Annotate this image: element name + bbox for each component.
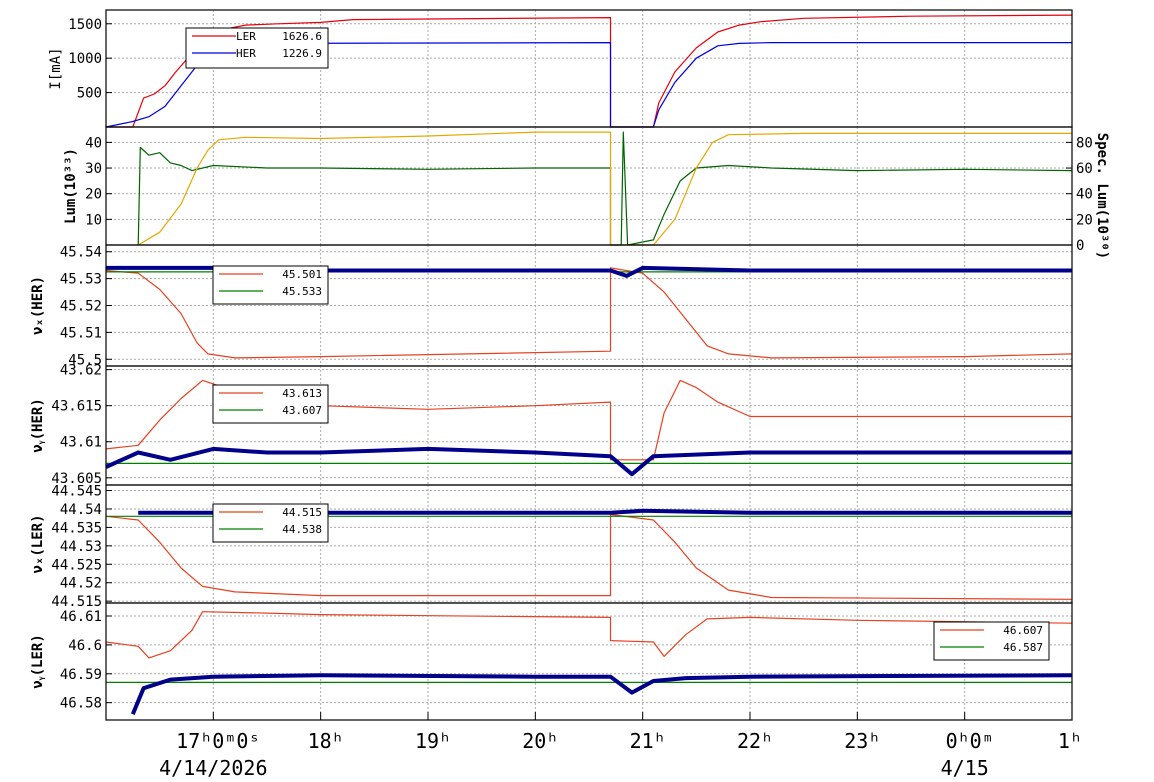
series-her-line bbox=[105, 41, 1072, 128]
y-right-tick-label: 60 bbox=[1076, 161, 1093, 177]
legend bbox=[212, 503, 329, 543]
series-meas-line bbox=[130, 673, 1073, 715]
y-tick-label: 44.535 bbox=[51, 520, 102, 536]
y-right-axis-label: Spec. Lum(10³⁰) bbox=[1094, 133, 1110, 259]
panel-lum bbox=[105, 126, 1073, 246]
legend-value: 1626.6 bbox=[282, 30, 322, 43]
series-lum-line bbox=[137, 131, 1073, 246]
legend-name: LER bbox=[236, 30, 256, 43]
y-tick-label: 44.54 bbox=[60, 502, 102, 518]
panel-frame bbox=[105, 602, 1073, 721]
panel-nux_her bbox=[105, 244, 1073, 367]
y-axis-label: I[mA] bbox=[48, 47, 64, 89]
x-date-label: 4/14/2026 bbox=[159, 756, 267, 780]
y-axis-label: νₓ(LER) bbox=[30, 514, 46, 573]
legend bbox=[933, 621, 1050, 661]
x-tick-label: 20ʰ bbox=[522, 729, 558, 753]
y-tick-label: 500 bbox=[77, 86, 102, 102]
y-tick-label: 46.58 bbox=[60, 696, 102, 712]
y-tick-label: 45.51 bbox=[60, 325, 102, 341]
x-tick-label: 18ʰ bbox=[308, 729, 344, 753]
series-meas-line bbox=[105, 446, 1072, 477]
y-tick-label: 45.52 bbox=[60, 299, 102, 315]
panel-nux_ler bbox=[105, 484, 1073, 604]
panel-frame bbox=[105, 126, 1073, 246]
x-tick-label: 1ʰ bbox=[1058, 729, 1082, 753]
y-axis-label: νᵧ(LER) bbox=[30, 634, 46, 689]
series-set-line bbox=[105, 379, 1072, 461]
x-tick-label: 0ʰ0ᵐ bbox=[946, 729, 994, 753]
legend-value: 1226.9 bbox=[282, 47, 322, 60]
y-tick-label: 43.615 bbox=[51, 399, 102, 415]
series-set-line bbox=[105, 513, 1073, 600]
y-tick-label: 44.525 bbox=[51, 557, 102, 573]
x-tick-label: 23ʰ bbox=[844, 729, 880, 753]
y-tick-label: 30 bbox=[85, 161, 102, 177]
y-tick-label: 43.62 bbox=[60, 363, 102, 379]
y-tick-label: 45.53 bbox=[60, 272, 102, 288]
legend bbox=[185, 27, 329, 69]
legend-box bbox=[933, 621, 1050, 661]
y-tick-label: 46.6 bbox=[68, 638, 102, 654]
y-tick-label: 46.59 bbox=[60, 667, 102, 683]
legend-box bbox=[212, 503, 329, 543]
y-axis-label: νₓ(HER) bbox=[30, 276, 46, 335]
y-tick-label: 43.61 bbox=[60, 435, 102, 451]
x-tick-label: 19ʰ bbox=[415, 729, 451, 753]
y-tick-label: 20 bbox=[85, 187, 102, 203]
y-tick-label: 44.52 bbox=[60, 576, 102, 592]
y-tick-label: 1000 bbox=[68, 51, 102, 67]
legend-value: 44.515 bbox=[282, 506, 322, 519]
y-tick-label: 44.515 bbox=[51, 594, 102, 610]
legend bbox=[212, 265, 329, 305]
panel-nuy_her bbox=[105, 365, 1073, 486]
y-tick-label: 45.54 bbox=[60, 245, 102, 261]
panel-current bbox=[105, 9, 1073, 128]
legend-box bbox=[185, 27, 329, 69]
y-tick-label: 43.605 bbox=[51, 471, 102, 487]
legend-value: 45.501 bbox=[282, 268, 322, 281]
y-right-tick-label: 80 bbox=[1076, 135, 1093, 151]
y-right-tick-label: 20 bbox=[1076, 212, 1093, 228]
legend-value: 43.613 bbox=[282, 387, 322, 400]
y-tick-label: 10 bbox=[85, 212, 102, 228]
y-axis-label: Lum(10³³) bbox=[63, 148, 79, 224]
y-right-tick-label: 40 bbox=[1076, 187, 1093, 203]
y-right-tick-label: 0 bbox=[1076, 238, 1084, 254]
series-set-line bbox=[105, 611, 1073, 659]
x-date-label: 4/15 bbox=[941, 756, 989, 780]
panel-frame bbox=[105, 484, 1073, 604]
y-tick-label: 40 bbox=[85, 135, 102, 151]
y-tick-label: 44.53 bbox=[60, 539, 102, 555]
y-tick-label: 1500 bbox=[68, 17, 102, 33]
panel-nuy_ler bbox=[105, 602, 1073, 721]
series-set-line bbox=[105, 267, 1073, 359]
series-ler-line bbox=[106, 14, 1073, 128]
y-axis-label: νᵧ(HER) bbox=[30, 398, 46, 453]
legend-value: 43.607 bbox=[282, 404, 322, 417]
y-tick-label: 44.545 bbox=[51, 484, 102, 500]
y-tick-label: 46.61 bbox=[60, 609, 102, 625]
legend-box bbox=[212, 265, 329, 305]
legend-box bbox=[212, 384, 329, 424]
x-tick-label: 22ʰ bbox=[737, 729, 773, 753]
legend-value: 46.587 bbox=[1003, 641, 1043, 654]
series-spec-lum-line bbox=[137, 131, 1072, 246]
legend-value: 44.538 bbox=[282, 523, 322, 536]
legend-name: HER bbox=[236, 47, 256, 60]
x-tick-label: 17ʰ0ᵐ0ˢ bbox=[176, 729, 260, 753]
panel-frame bbox=[105, 365, 1073, 486]
y-tick-label: 45.5 bbox=[68, 352, 102, 368]
legend-value: 45.533 bbox=[282, 285, 322, 298]
legend-value: 46.607 bbox=[1003, 624, 1043, 637]
x-tick-label: 21ʰ bbox=[630, 729, 666, 753]
legend bbox=[212, 384, 329, 424]
